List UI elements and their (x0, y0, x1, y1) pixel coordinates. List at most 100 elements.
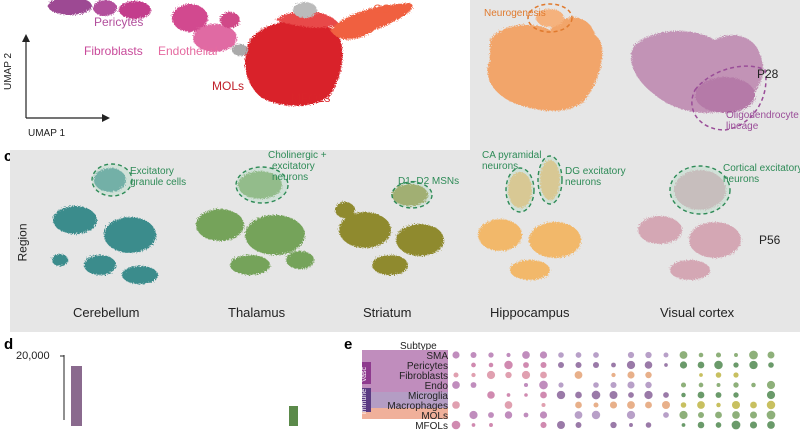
dot (766, 390, 776, 400)
dot (470, 351, 477, 359)
anno-cerebellum-1: Excitatory (130, 166, 174, 177)
dot (715, 411, 722, 419)
dot (506, 352, 511, 358)
dot (681, 392, 686, 398)
dot (540, 371, 547, 379)
dot (557, 421, 565, 429)
umap-hippocampus (478, 160, 581, 280)
dot (767, 351, 775, 359)
dot (679, 361, 688, 369)
label-oligo-2: lineage (726, 121, 759, 132)
subtype-pericytes: Pericytes (406, 361, 448, 372)
dot (627, 371, 635, 379)
dot (627, 381, 635, 389)
dot (488, 412, 494, 418)
dot (506, 393, 511, 397)
anno-thalamus-2: excitatory (272, 161, 315, 172)
bar-1 (71, 366, 82, 426)
anno-cortex-2: neurons (723, 174, 760, 185)
panel-d-letter: d (4, 336, 14, 353)
dot (523, 382, 529, 388)
dot (627, 351, 635, 359)
dot (593, 352, 599, 358)
dot (575, 352, 582, 358)
anno-hippo-dg-2: neurons (565, 177, 602, 188)
panel-e-dotplot (451, 350, 776, 430)
dot (644, 390, 653, 400)
axis-umap1: UMAP 1 (28, 128, 66, 139)
dot (558, 352, 564, 358)
dot (715, 422, 722, 428)
dot (504, 401, 513, 409)
anno-hippo-dg-1: DG excitatory (565, 166, 626, 177)
dot (749, 421, 758, 429)
subtype-endo: Endo (424, 381, 448, 392)
dot (626, 410, 636, 420)
panel-a-axes (22, 34, 110, 122)
dot (609, 391, 618, 399)
dot (524, 393, 528, 397)
label-fibroblasts: Fibroblasts (84, 44, 143, 58)
dot (593, 402, 599, 408)
region-thalamus: Thalamus (228, 305, 286, 320)
dot (488, 362, 494, 368)
dot (488, 352, 494, 358)
label-mfols: MFOLs (291, 91, 331, 105)
umap-thalamus (196, 171, 314, 275)
dot (766, 380, 776, 390)
ytick-20000: 20,000 (16, 350, 50, 362)
vasc-block (362, 350, 448, 392)
dot (523, 412, 529, 418)
label-p28: P28 (757, 67, 779, 81)
subtype-sma: SMA (426, 351, 448, 362)
label-neurogenesis: Neurogenesis (484, 8, 546, 19)
dot (452, 351, 460, 359)
dot (539, 411, 548, 419)
dot (469, 410, 478, 420)
dot (680, 402, 687, 408)
region-cerebellum: Cerebellum (73, 305, 140, 320)
dot (452, 401, 460, 409)
dot (575, 361, 582, 369)
axis-umap2: UMAP 2 (3, 52, 15, 91)
dot (486, 370, 496, 380)
subtype-label-column: Vasc Immune SMA Pericytes Fibroblasts En… (358, 350, 448, 432)
dot (731, 400, 741, 410)
dot (626, 360, 636, 370)
panel-a-umap (48, 0, 413, 106)
immune-block (362, 392, 448, 408)
dot (733, 372, 739, 378)
dot (505, 371, 512, 379)
dot (716, 402, 721, 408)
dot (715, 372, 722, 378)
dot (504, 360, 513, 370)
oligo-block (362, 408, 448, 419)
umap-cortex (638, 170, 741, 280)
dot (679, 351, 688, 359)
panel-d-chart (60, 355, 298, 426)
dot (504, 411, 513, 419)
dot (680, 382, 687, 388)
anno-hippo-ca-1: CA pyramidal (482, 150, 542, 161)
dot (644, 361, 653, 369)
subtype-header: Subtype (400, 341, 437, 352)
dot (574, 411, 583, 419)
dot (470, 382, 477, 388)
subtype-fibroblasts: Fibroblasts (399, 371, 448, 382)
dot (698, 352, 704, 358)
dot (732, 411, 740, 419)
dot (733, 362, 739, 368)
dot (591, 410, 601, 420)
dot (768, 362, 774, 368)
dot (663, 392, 669, 398)
dot (471, 372, 476, 378)
dot (645, 401, 652, 409)
dot (575, 401, 582, 409)
dot (487, 391, 495, 399)
dot (575, 422, 582, 428)
dot (539, 380, 548, 390)
dot (645, 381, 652, 389)
subtype-microglia: Microglia (407, 391, 448, 402)
dot (766, 410, 776, 420)
dot (716, 383, 721, 387)
